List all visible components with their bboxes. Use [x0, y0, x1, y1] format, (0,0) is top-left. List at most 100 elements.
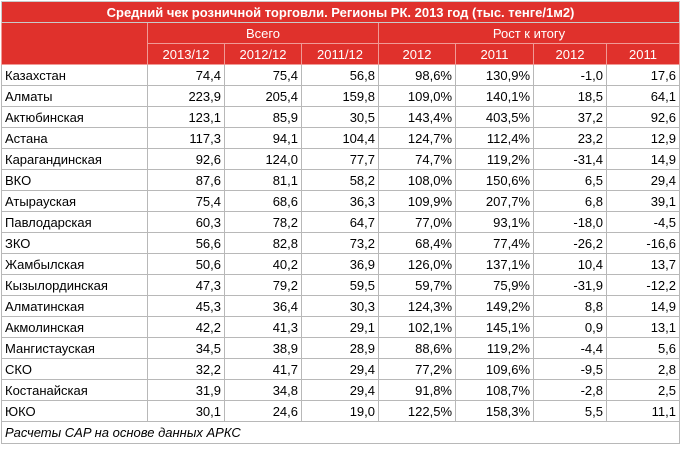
value-cell: 2,8 [605, 358, 680, 380]
value-cell: 75,4 [224, 64, 302, 86]
value-cell: -4,4 [533, 337, 607, 359]
value-cell: 117,3 [147, 127, 225, 149]
table-row: Костанайская 31,9 34,8 29,4 91,8% 108,7% -2,8 2… [1, 379, 680, 401]
value-cell: 124,3% [378, 295, 456, 317]
value-cell: 29,4 [301, 379, 379, 401]
table-row: Атырауская 75,4 68,6 36,3 109,9% 207,7% 6,8 39,… [1, 190, 680, 212]
year-header: 2011 [605, 43, 680, 65]
value-cell: 5,6 [605, 337, 680, 359]
year-header: 2012 [533, 43, 607, 65]
value-cell: 36,4 [224, 295, 302, 317]
region-name: ЮКО [1, 400, 148, 422]
value-cell: 150,6% [455, 169, 534, 191]
value-cell: 28,9 [301, 337, 379, 359]
value-cell: 403,5% [455, 106, 534, 128]
value-cell: 82,8 [224, 232, 302, 254]
value-cell: 8,8 [533, 295, 607, 317]
value-cell: 140,1% [455, 85, 534, 107]
value-cell: 31,9 [147, 379, 225, 401]
value-cell: 11,1 [605, 400, 680, 422]
region-name: Казахстан [1, 64, 148, 86]
value-cell: 40,2 [224, 253, 302, 275]
value-cell: 39,1 [605, 190, 680, 212]
region-name: Алматинская [1, 295, 148, 317]
value-cell: 124,0 [224, 148, 302, 170]
value-cell: 12,9 [605, 127, 680, 149]
value-cell: 34,5 [147, 337, 225, 359]
value-cell: 149,2% [455, 295, 534, 317]
region-name: Актюбинская [1, 106, 148, 128]
group-header-growth: Рост к итогу [377, 22, 680, 44]
value-cell: 92,6 [147, 148, 225, 170]
value-cell: 74,4 [147, 64, 225, 86]
value-cell: 93,1% [455, 211, 534, 233]
region-name: Астана [1, 127, 148, 149]
value-cell: -2,8 [533, 379, 607, 401]
region-name: Костанайская [1, 379, 148, 401]
value-cell: 29,1 [301, 316, 379, 338]
value-cell: 42,2 [147, 316, 225, 338]
region-name: Атырауская [1, 190, 148, 212]
value-cell: 5,5 [533, 400, 607, 422]
value-cell: -18,0 [533, 211, 607, 233]
value-cell: 13,7 [605, 253, 680, 275]
value-cell: 74,7% [378, 148, 456, 170]
table-row: Алматинская 45,3 36,4 30,3 124,3% 149,2% 8,8 14… [1, 295, 680, 317]
value-cell: 109,6% [455, 358, 534, 380]
value-cell: 68,6 [224, 190, 302, 212]
value-cell: 24,6 [224, 400, 302, 422]
value-cell: 64,7 [301, 211, 379, 233]
value-cell: 59,7% [378, 274, 456, 296]
value-cell: 68,4% [378, 232, 456, 254]
value-cell: 60,3 [147, 211, 225, 233]
value-cell: 137,1% [455, 253, 534, 275]
value-cell: -9,5 [533, 358, 607, 380]
value-cell: 50,6 [147, 253, 225, 275]
value-cell: 14,9 [605, 295, 680, 317]
value-cell: 23,2 [533, 127, 607, 149]
value-cell: 41,3 [224, 316, 302, 338]
value-cell: 0,9 [533, 316, 607, 338]
value-cell: -12,2 [605, 274, 680, 296]
value-cell: 56,6 [147, 232, 225, 254]
value-cell: 77,0% [378, 211, 456, 233]
value-cell: 87,6 [147, 169, 225, 191]
value-cell: 29,4 [605, 169, 680, 191]
value-cell: 104,4 [301, 127, 379, 149]
value-cell: 37,2 [533, 106, 607, 128]
value-cell: -4,5 [605, 211, 680, 233]
value-cell: 13,1 [605, 316, 680, 338]
value-cell: 102,1% [378, 316, 456, 338]
value-cell: 10,4 [533, 253, 607, 275]
value-cell: 98,6% [378, 64, 456, 86]
year-header: 2011/12 [301, 43, 379, 65]
retail-check-table: Средний чек розничной торговли. Регионы … [0, 1, 680, 444]
value-cell: 17,6 [605, 64, 680, 86]
value-cell: 81,1 [224, 169, 302, 191]
table-row: Жамбылская 50,6 40,2 36,9 126,0% 137,1% 10,4 13… [1, 253, 680, 275]
table-row: ВКО 87,6 81,1 58,2 108,0% 150,6% 6,5 29,4 [1, 169, 680, 191]
region-name: Мангистауская [1, 337, 148, 359]
value-cell: 108,7% [455, 379, 534, 401]
region-name: Кызылординская [1, 274, 148, 296]
value-cell: 45,3 [147, 295, 225, 317]
value-cell: 94,1 [224, 127, 302, 149]
table-row: ЮКО 30,1 24,6 19,0 122,5% 158,3% 5,5 11,1 [1, 400, 680, 422]
table-row: СКО 32,2 41,7 29,4 77,2% 109,6% -9,5 2,8 [1, 358, 680, 380]
table-row: Алматы 223,9 205,4 159,8 109,0% 140,1% 18,5 64,… [1, 85, 680, 107]
value-cell: 36,3 [301, 190, 379, 212]
value-cell: 126,0% [378, 253, 456, 275]
value-cell: 123,1 [147, 106, 225, 128]
table-row: Астана 117,3 94,1 104,4 124,7% 112,4% 23,2 12,9 [1, 127, 680, 149]
value-cell: 64,1 [605, 85, 680, 107]
value-cell: 30,5 [301, 106, 379, 128]
year-header: 2011 [455, 43, 534, 65]
region-name: Карагандинская [1, 148, 148, 170]
value-cell: 122,5% [378, 400, 456, 422]
value-cell: 92,6 [605, 106, 680, 128]
value-cell: 47,3 [147, 274, 225, 296]
year-header: 2012/12 [224, 43, 302, 65]
value-cell: 77,7 [301, 148, 379, 170]
value-cell: 109,9% [378, 190, 456, 212]
region-name: ЗКО [1, 232, 148, 254]
